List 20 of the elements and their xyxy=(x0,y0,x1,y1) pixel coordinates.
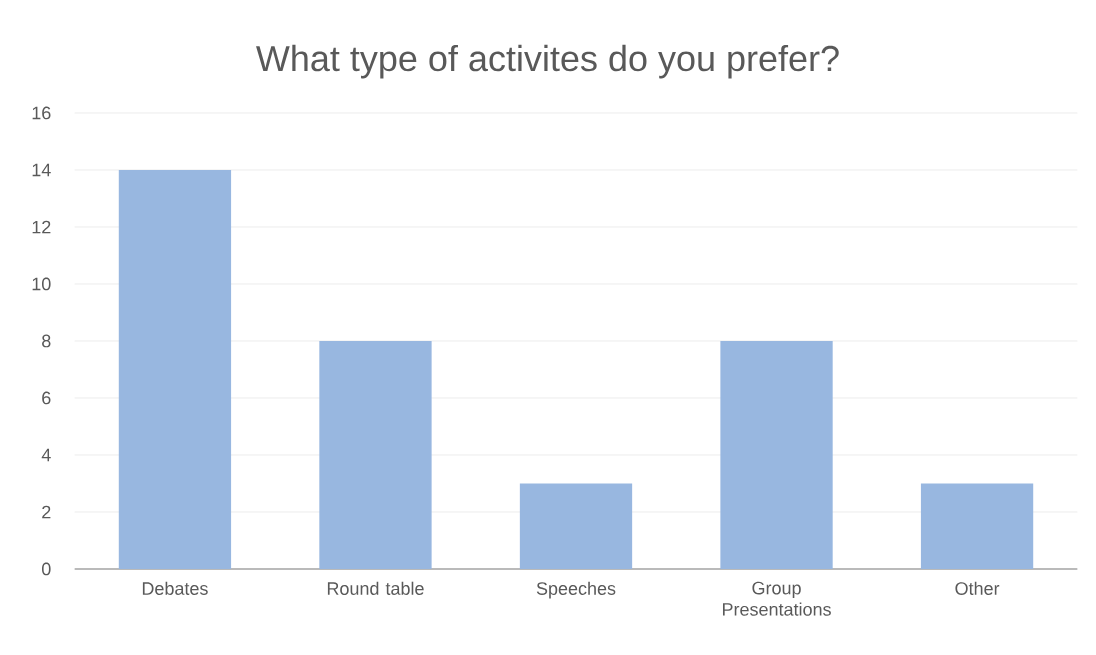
y-tick-label: 8 xyxy=(42,334,51,348)
x-tick-label: Debates xyxy=(142,581,208,595)
chart-title: What type of activites do you prefer? xyxy=(256,44,839,79)
y-tick-label: 12 xyxy=(32,220,51,234)
x-tick-label: Other xyxy=(955,581,1000,595)
y-tick-label: 16 xyxy=(32,106,51,120)
y-tick-label: 10 xyxy=(32,277,51,291)
y-tick-label: 4 xyxy=(41,448,51,462)
bar xyxy=(118,169,232,569)
y-tick-label: 0 xyxy=(42,562,51,576)
x-tick-label: Group Presentations xyxy=(722,581,831,616)
y-tick-label: 2 xyxy=(42,505,51,519)
bar xyxy=(319,340,432,569)
bar xyxy=(920,483,1034,569)
bar xyxy=(519,483,633,569)
y-tick-label: 6 xyxy=(42,391,51,405)
x-tick-label: Round table xyxy=(327,581,424,595)
bar xyxy=(720,340,833,569)
y-tick-label: 14 xyxy=(32,163,51,177)
x-tick-label: Speeches xyxy=(536,581,616,599)
